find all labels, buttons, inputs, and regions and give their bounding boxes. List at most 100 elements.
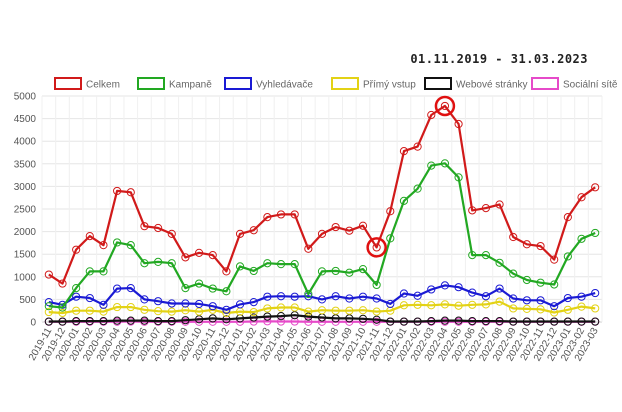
data-point	[468, 288, 477, 297]
data-point	[468, 206, 477, 215]
data-point	[577, 292, 586, 301]
data-point	[413, 300, 422, 309]
data-point	[113, 302, 122, 312]
data-point	[372, 280, 381, 290]
data-point	[44, 298, 53, 307]
y-tick-label: 1000	[14, 272, 37, 283]
data-point	[440, 159, 450, 168]
data-point	[495, 284, 504, 293]
highlight-circle	[434, 95, 456, 117]
data-point	[263, 213, 272, 222]
data-point	[222, 287, 231, 296]
data-point	[481, 316, 491, 326]
data-point	[222, 315, 231, 324]
data-point	[263, 259, 272, 268]
legend-swatch	[424, 77, 452, 90]
data-point	[440, 101, 450, 111]
data-point	[140, 305, 149, 314]
series-line	[48, 300, 596, 315]
series-kampaně	[44, 159, 600, 312]
data-point	[126, 241, 135, 250]
data-point	[345, 226, 354, 235]
legend-item[interactable]: Sociální sítě	[531, 77, 618, 91]
data-point	[290, 210, 299, 219]
data-point	[181, 253, 190, 262]
data-point	[427, 285, 436, 294]
data-point	[591, 228, 600, 238]
legend-item[interactable]: Kampaně	[137, 77, 212, 91]
data-point	[249, 307, 258, 317]
legend-swatch	[224, 77, 252, 90]
data-point	[72, 284, 81, 293]
legend-item[interactable]: Celkem	[54, 77, 120, 91]
data-point	[440, 300, 450, 309]
legend-label: Sociální sítě	[563, 80, 618, 91]
data-point	[222, 305, 231, 314]
data-point	[440, 281, 450, 290]
data-point	[358, 314, 368, 323]
data-point	[85, 316, 94, 326]
data-point	[331, 266, 340, 276]
series-line	[48, 104, 596, 285]
data-point	[413, 142, 422, 151]
y-tick-label: 1500	[14, 250, 37, 261]
highlight-circle	[366, 237, 387, 258]
data-point	[85, 306, 94, 315]
data-point	[358, 265, 368, 274]
data-point	[58, 279, 67, 288]
data-point	[481, 251, 491, 260]
y-tick-label: 5000	[14, 92, 37, 103]
data-point	[222, 267, 231, 276]
legend-item[interactable]: Webové stránky	[424, 77, 528, 91]
data-point	[454, 283, 463, 292]
data-point	[372, 243, 381, 252]
date-range-label: 01.11.2019 - 31.03.2023	[410, 52, 588, 66]
data-point	[440, 316, 450, 325]
data-point	[372, 315, 381, 324]
data-point	[208, 302, 217, 311]
data-point	[140, 316, 149, 325]
data-point	[317, 306, 327, 315]
data-point	[550, 302, 559, 311]
data-point	[509, 317, 518, 326]
data-point	[522, 317, 531, 326]
data-point	[399, 289, 409, 298]
data-point	[140, 259, 149, 268]
data-point	[509, 269, 518, 278]
data-point	[181, 284, 190, 293]
data-point	[358, 292, 368, 301]
data-point	[263, 304, 272, 313]
data-point	[550, 317, 559, 326]
series-přímý-vstup	[44, 297, 600, 318]
y-tick-label: 3000	[14, 182, 37, 193]
y-tick-label: 4500	[14, 114, 37, 125]
data-point	[263, 312, 272, 321]
legend-item[interactable]: Vyhledávače	[224, 77, 313, 91]
data-point	[44, 302, 53, 311]
data-point	[99, 316, 108, 326]
data-point	[413, 291, 422, 300]
data-point	[167, 307, 176, 316]
data-point	[591, 304, 600, 313]
data-point	[304, 317, 313, 326]
data-point	[235, 300, 245, 309]
data-point	[372, 294, 381, 303]
data-point	[331, 306, 340, 315]
data-point	[113, 186, 122, 196]
data-point	[181, 316, 190, 325]
data-point	[454, 316, 463, 325]
series-webové-stránky	[44, 311, 600, 326]
data-point	[167, 316, 176, 326]
legend-swatch	[137, 77, 165, 90]
data-point	[72, 306, 81, 315]
data-point	[113, 238, 122, 247]
data-point	[345, 268, 354, 277]
data-point	[399, 196, 409, 205]
data-point	[563, 317, 572, 326]
data-point	[495, 316, 504, 326]
data-point	[550, 255, 559, 264]
data-point	[235, 262, 245, 271]
legend-item[interactable]: Přímý vstup	[331, 77, 416, 91]
data-point	[140, 222, 149, 231]
